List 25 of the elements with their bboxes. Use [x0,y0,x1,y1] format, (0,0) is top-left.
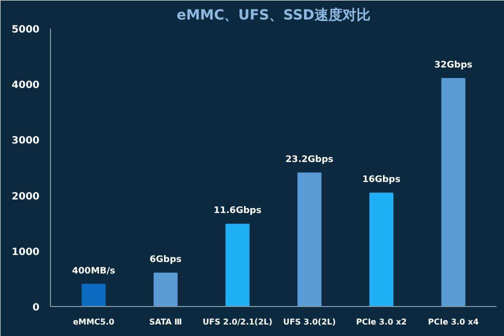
y-tick-label: 0 [32,302,40,314]
annotation: 23.2Gbps [286,155,334,166]
annotation: 400MB/s [72,266,116,276]
annotation: 6Gbps [150,255,182,266]
y-tick-label: 4000 [12,80,40,92]
bar [297,172,322,306]
x-tick-label: UFS 3.0(2L) [283,318,336,326]
y-tick-label: 1000 [12,246,40,258]
annotation: 16Gbps [362,175,400,186]
x-tick-label: eMMC5.0 [72,318,115,326]
y-tick-label: 3000 [12,136,40,147]
y-tick-label: 2000 [12,191,40,202]
y-tick-label: 5000 [12,24,40,36]
bar [441,78,466,306]
x-tick-label: UFS 2.0/2.1(2L) [202,318,272,326]
bar [226,224,250,306]
annotation: 11.6Gbps [214,206,262,216]
x-tick-label: PCIe 3.0 x2 [356,318,407,326]
annotation: 32Gbps [434,60,472,71]
bar [82,284,106,306]
bar [154,272,178,306]
chart-title: eMMC、UFS、SSD速度对比 [176,6,370,24]
x-tick-label: SATA Ⅲ [149,318,182,326]
bar [369,192,394,306]
x-tick-label: PCIe 3.0 x4 [428,318,480,326]
